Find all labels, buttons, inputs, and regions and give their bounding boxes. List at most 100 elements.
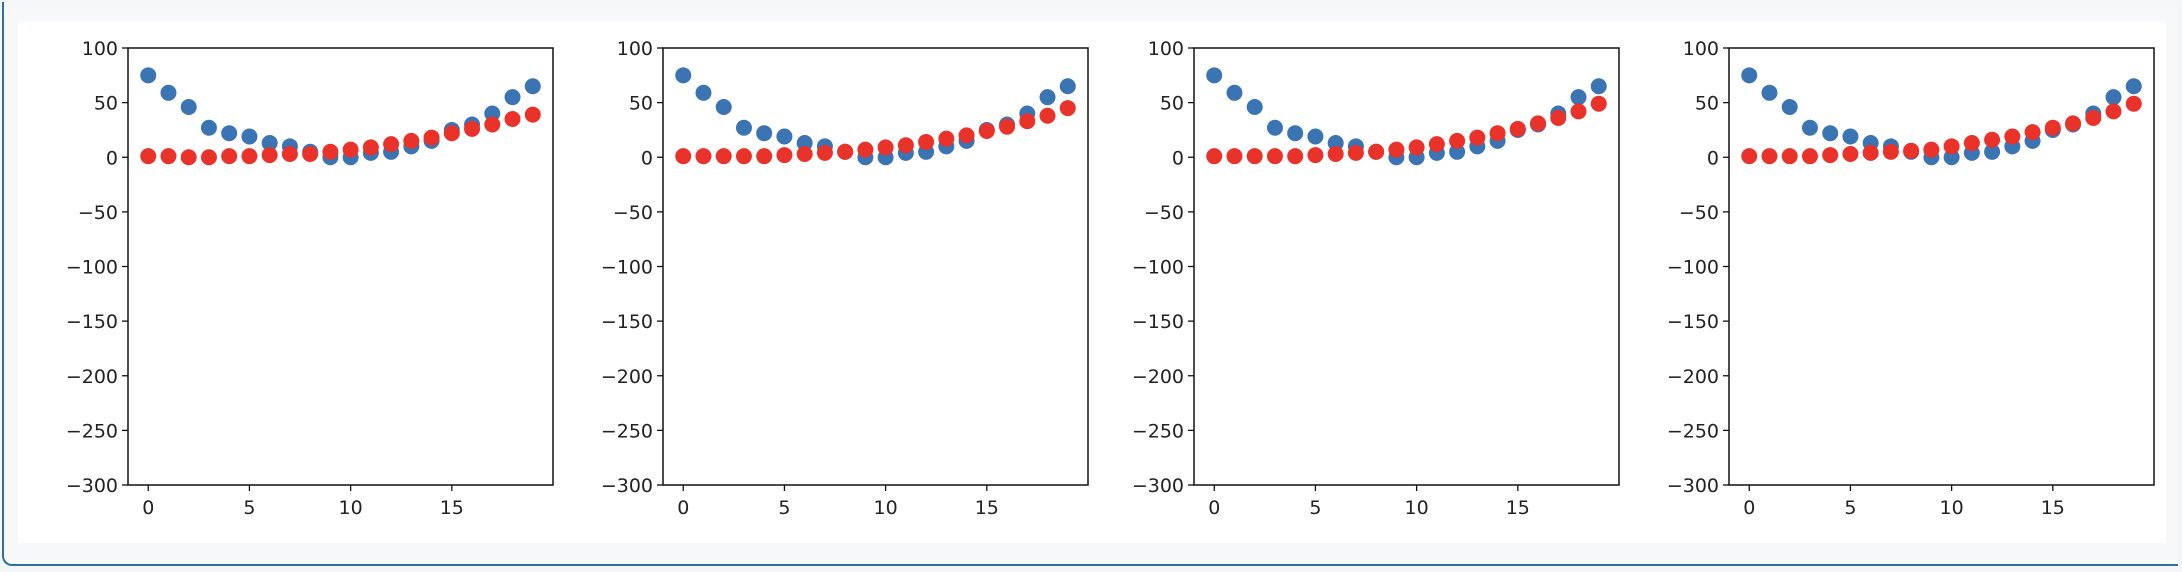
subplot-4: 100 50 0 −50 −100 −150 −200 −250 −300 0 5 10 15: [1667, 38, 2155, 519]
scatter-point: [1307, 128, 1324, 145]
scatter-point: [1943, 138, 1960, 155]
axes-frame: [127, 47, 554, 486]
x-tick-label: 10: [339, 497, 363, 519]
scatter-point: [423, 129, 440, 146]
x-tick-label: 10: [1940, 497, 1964, 519]
scatter-point: [1781, 148, 1798, 165]
scatter-point: [1590, 95, 1607, 112]
y-tick-label: −100: [66, 257, 118, 279]
scatter-point: [1761, 148, 1778, 165]
scatter-point: [715, 98, 732, 115]
scatter-point: [484, 116, 501, 133]
scatter-point: [1801, 148, 1818, 165]
scatter-point: [504, 89, 521, 106]
y-tick-label: −100: [1132, 257, 1184, 279]
scatter-point: [897, 137, 914, 154]
scatter-point: [2125, 78, 2142, 95]
subplot-3: 100 50 0 −50 −100 −150 −200 −250 −300 0 5 10 15: [1132, 38, 1620, 519]
y-tick-label: −300: [1132, 475, 1184, 497]
scatter-point: [999, 118, 1016, 135]
x-tick-label: 5: [1844, 497, 1856, 519]
scatter-point: [504, 111, 521, 128]
y-tick-label: −250: [1667, 420, 1719, 442]
y-tick-label: −50: [613, 202, 653, 224]
scatter-point: [1246, 98, 1263, 115]
scatter-point: [2105, 103, 2122, 120]
scatter-point: [403, 132, 420, 149]
scatter-point: [1741, 148, 1758, 165]
y-tick-label: −300: [1667, 475, 1719, 497]
scatter-point: [1923, 141, 1940, 158]
scatter-point: [796, 145, 813, 162]
scatter-point: [302, 145, 319, 162]
scatter-point: [1226, 148, 1243, 165]
series-2: [1206, 95, 1607, 165]
scatter-point: [1550, 109, 1567, 126]
scatter-point: [1287, 148, 1304, 165]
scatter-point: [1307, 147, 1324, 164]
scatter-point: [715, 148, 732, 165]
scatter-point: [2024, 124, 2041, 141]
scatter-point: [1059, 78, 1076, 95]
scatter-point: [1741, 67, 1758, 84]
scatter-point: [756, 148, 773, 165]
x-tick-label: 0: [677, 497, 689, 519]
scatter-point: [342, 141, 359, 158]
scatter-point: [1039, 89, 1056, 106]
scatter-point: [1781, 98, 1798, 115]
scatter-point: [837, 143, 854, 160]
subplot-1: 100 50 0 −50 −100 −150 −200 −250 −300 0 5 10 15: [66, 38, 554, 519]
y-tick-label: −200: [601, 366, 653, 388]
scatter-point: [1039, 107, 1056, 124]
scatter-point: [1761, 84, 1778, 101]
scatter-point: [958, 127, 975, 144]
scatter-point: [1246, 148, 1263, 165]
scatter-point: [1903, 142, 1920, 159]
scatter-point: [675, 148, 692, 165]
scatter-point: [221, 148, 238, 165]
scatter-point: [1327, 145, 1344, 162]
scatter-point: [180, 98, 197, 115]
y-tick-label: 100: [1683, 38, 1719, 60]
scatter-point: [180, 149, 197, 166]
scatter-point: [281, 145, 298, 162]
scatter-point: [1287, 125, 1304, 142]
scatter-point: [221, 125, 238, 142]
scatter-point: [1509, 120, 1526, 137]
scatter-point: [1347, 144, 1364, 161]
scatter-point: [978, 123, 995, 140]
scatter-point: [1206, 67, 1223, 84]
scatter-point: [1206, 148, 1223, 165]
scatter-point: [776, 147, 793, 164]
scatter-point: [524, 106, 541, 123]
y-tick-label: −50: [1144, 202, 1184, 224]
axes-frame: [1193, 47, 1620, 486]
x-tick-label: 15: [1506, 497, 1530, 519]
y-tick-label: 0: [641, 147, 653, 169]
axes-frame: [662, 47, 1089, 486]
y-tick-label: −50: [78, 202, 118, 224]
scatter-point: [1226, 84, 1243, 101]
scatter-point: [1590, 78, 1607, 95]
scatter-point: [1368, 143, 1385, 160]
x-tick-label: 15: [2041, 497, 2065, 519]
scatter-point: [2065, 115, 2082, 132]
scatter-point: [241, 128, 258, 145]
scatter-point: [735, 119, 752, 136]
y-tick-label: −250: [601, 420, 653, 442]
scatter-point: [1570, 103, 1587, 120]
y-tick-label: −250: [1132, 420, 1184, 442]
y-tick-label: −50: [1679, 202, 1719, 224]
y-tick-label: −200: [1132, 366, 1184, 388]
scatter-point: [1530, 115, 1547, 132]
scatter-point: [1388, 141, 1405, 158]
scatter-point: [2105, 89, 2122, 106]
scatter-point: [200, 119, 217, 136]
figure: 100 50 0 −50 −100 −150 −200 −250 −300 0 5 10 15 100 50…: [18, 21, 2166, 543]
scatter-point: [857, 141, 874, 158]
scatter-point: [1882, 143, 1899, 160]
x-tick-label: 5: [243, 497, 255, 519]
scatter-point: [261, 147, 278, 164]
